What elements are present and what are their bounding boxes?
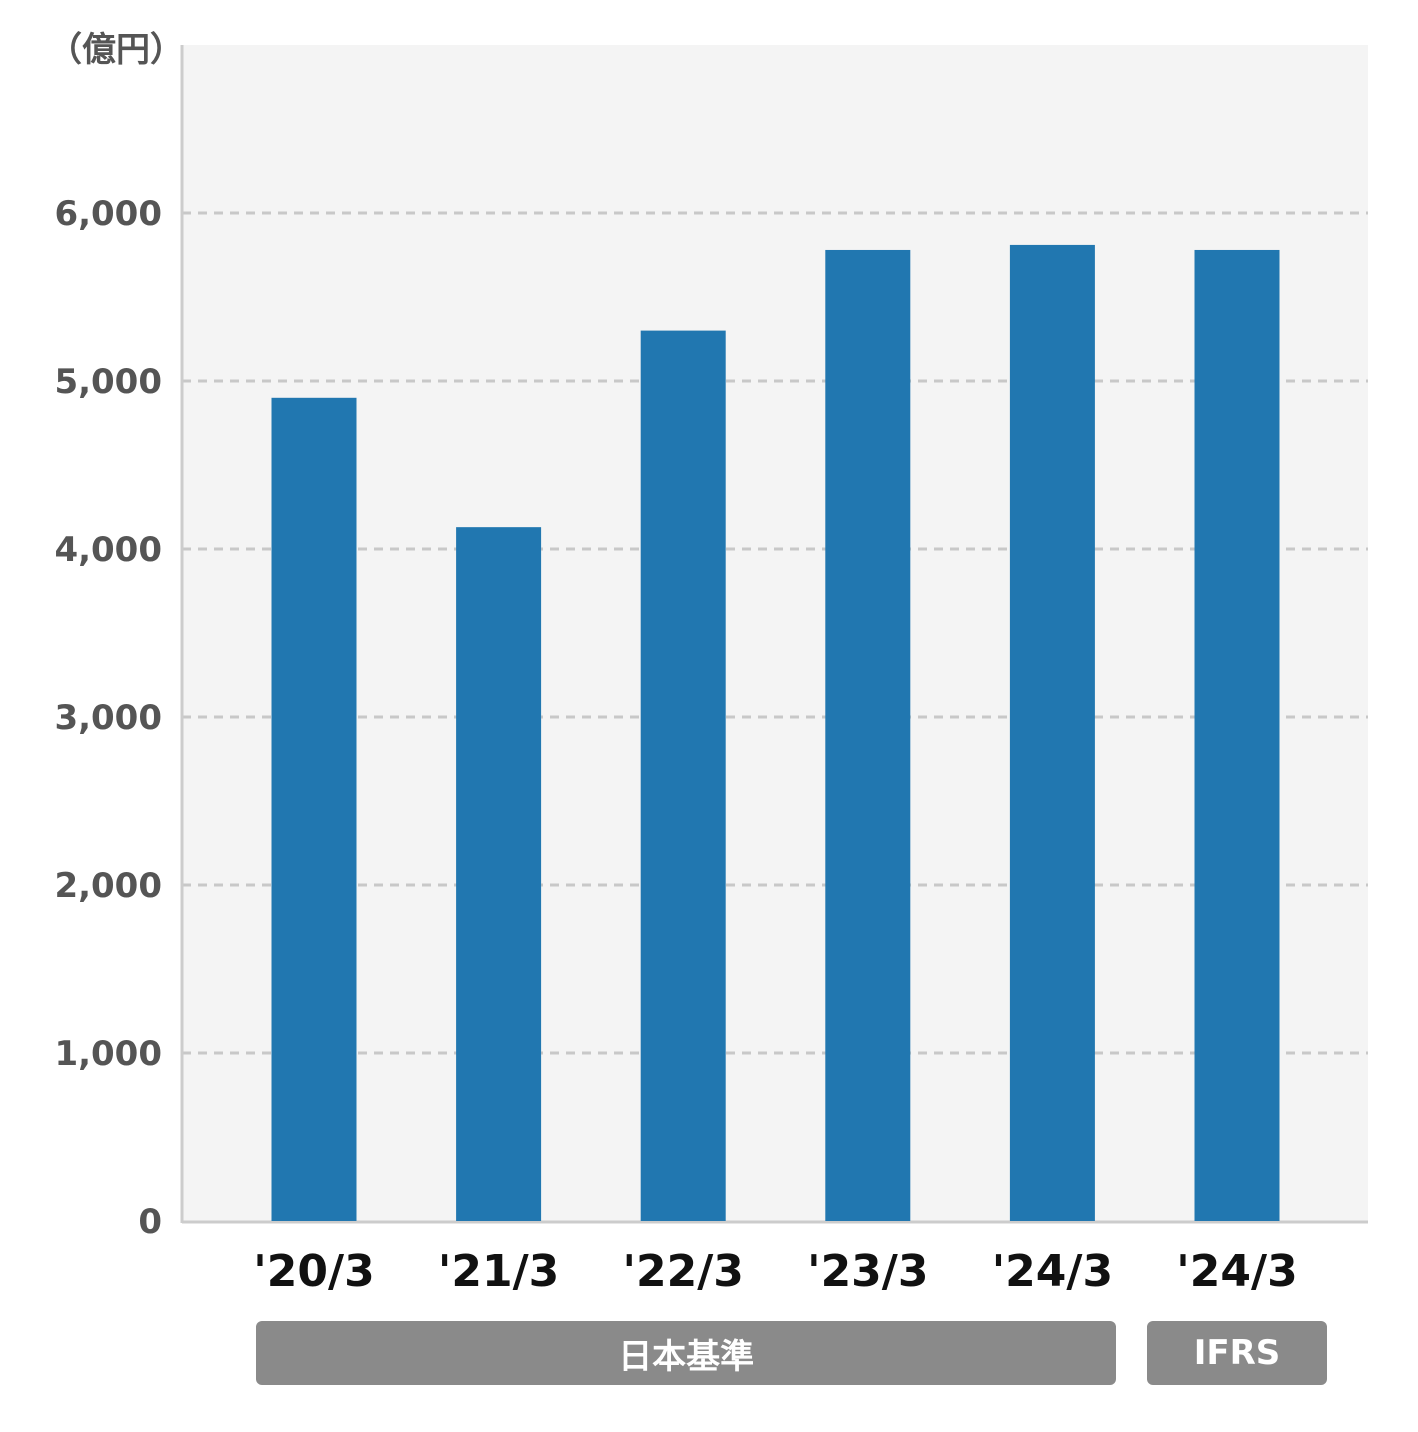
y-tick-label: 4,000 [54,530,162,570]
y-axis-unit-label: （億円） [48,30,184,70]
group-label-box: 日本基準 [256,1321,1117,1385]
bar [1009,244,1095,1222]
y-tick-label: 0 [138,1202,162,1242]
y-tick-label: 2,000 [54,866,162,906]
bar [825,249,911,1221]
y-tick-label: 5,000 [54,362,162,402]
x-tick-label: '24/3 [992,1246,1113,1297]
bar [456,527,542,1221]
x-tick-label: '21/3 [438,1246,559,1297]
y-tick-label: 3,000 [54,698,162,738]
bar [271,397,357,1221]
plot-background [182,45,1368,1221]
x-tick-label: '22/3 [623,1246,744,1297]
x-tick-label: '23/3 [807,1246,928,1297]
y-tick-label: 6,000 [54,194,162,234]
bar [1194,249,1280,1221]
x-tick-label: '20/3 [253,1246,374,1297]
group-label-box: IFRS [1147,1321,1327,1385]
x-tick-label: '24/3 [1176,1246,1297,1297]
y-tick-label: 1,000 [54,1034,162,1074]
bar [640,330,726,1222]
